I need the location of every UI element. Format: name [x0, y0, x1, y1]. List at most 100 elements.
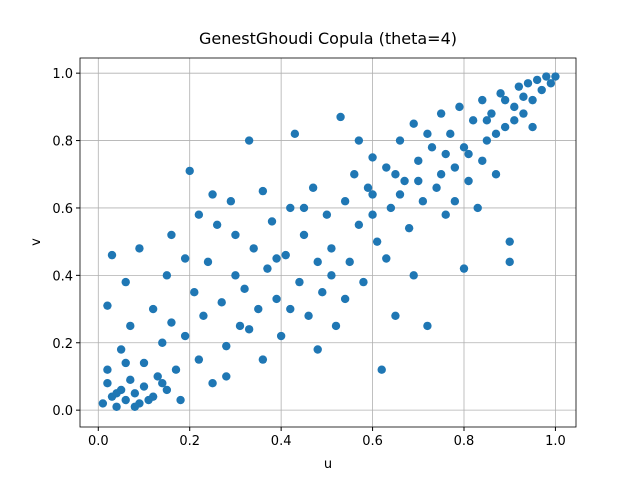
point: [130, 389, 140, 398]
point: [450, 197, 460, 206]
point: [286, 304, 295, 314]
point: [244, 325, 254, 334]
point: [436, 109, 446, 118]
point: [286, 203, 295, 213]
point: [222, 372, 231, 381]
point: [162, 271, 172, 280]
point: [263, 264, 272, 273]
point: [510, 116, 519, 125]
point: [336, 112, 345, 122]
point: [418, 197, 428, 206]
point: [414, 156, 423, 165]
point: [409, 119, 418, 128]
point: [112, 402, 121, 411]
point: [180, 331, 190, 341]
point: [158, 338, 167, 347]
point: [546, 79, 556, 88]
point: [427, 143, 437, 152]
point: [139, 382, 149, 391]
point: [222, 341, 231, 351]
x-tick-label: 0.6: [362, 434, 383, 449]
point: [519, 92, 528, 101]
point: [519, 109, 528, 118]
point: [203, 257, 213, 267]
point: [281, 250, 290, 260]
point: [368, 210, 377, 219]
point: [395, 136, 405, 145]
point: [153, 372, 162, 381]
point: [254, 304, 263, 314]
point: [98, 399, 108, 408]
point: [354, 136, 364, 145]
point: [450, 163, 460, 172]
point: [121, 277, 130, 287]
point: [299, 230, 309, 240]
point: [107, 250, 117, 260]
point: [295, 277, 304, 287]
point: [363, 183, 373, 192]
point: [194, 355, 204, 364]
point: [308, 183, 318, 192]
point: [231, 230, 240, 240]
point: [400, 176, 409, 186]
point: [478, 156, 487, 165]
point: [162, 385, 172, 395]
point: [304, 311, 313, 320]
y-tick-label: 0.0: [52, 404, 73, 419]
point: [116, 345, 126, 354]
point: [528, 122, 537, 132]
point: [368, 190, 377, 199]
point: [212, 220, 222, 230]
point: [171, 365, 181, 374]
point: [231, 271, 240, 280]
point: [372, 237, 382, 246]
x-tick-label: 0.8: [454, 434, 475, 449]
point: [103, 365, 112, 374]
point: [190, 288, 199, 297]
point: [368, 153, 377, 162]
point: [382, 163, 391, 172]
point: [514, 82, 524, 91]
point: [272, 254, 281, 263]
point: [208, 190, 217, 199]
point: [148, 304, 158, 314]
point: [299, 203, 309, 213]
point: [491, 170, 501, 179]
point: [359, 277, 368, 287]
point: [423, 321, 432, 331]
point: [391, 170, 400, 179]
point: [158, 378, 167, 388]
point: [436, 170, 446, 179]
point: [459, 143, 469, 152]
point: [272, 294, 281, 304]
point: [542, 72, 551, 81]
point: [532, 75, 542, 85]
point: [482, 136, 492, 145]
point: [258, 186, 268, 196]
point: [185, 166, 194, 176]
point: [496, 89, 505, 98]
point: [121, 358, 130, 368]
point: [478, 95, 487, 105]
point: [551, 72, 560, 81]
point: [327, 271, 336, 280]
y-tick-label: 0.8: [52, 135, 73, 150]
point: [144, 395, 153, 405]
point: [176, 395, 185, 405]
point: [464, 149, 473, 159]
x-tick-label: 1.0: [545, 434, 566, 449]
point: [135, 244, 144, 253]
point: [345, 257, 354, 267]
point: [180, 254, 190, 263]
point: [409, 271, 418, 280]
point: [446, 129, 455, 139]
point: [473, 203, 482, 213]
point: [340, 197, 350, 206]
point: [487, 109, 496, 118]
point: [240, 284, 249, 294]
point: [404, 223, 414, 233]
point: [382, 254, 391, 263]
point: [167, 230, 176, 240]
x-tick-label: 0.2: [179, 434, 200, 449]
